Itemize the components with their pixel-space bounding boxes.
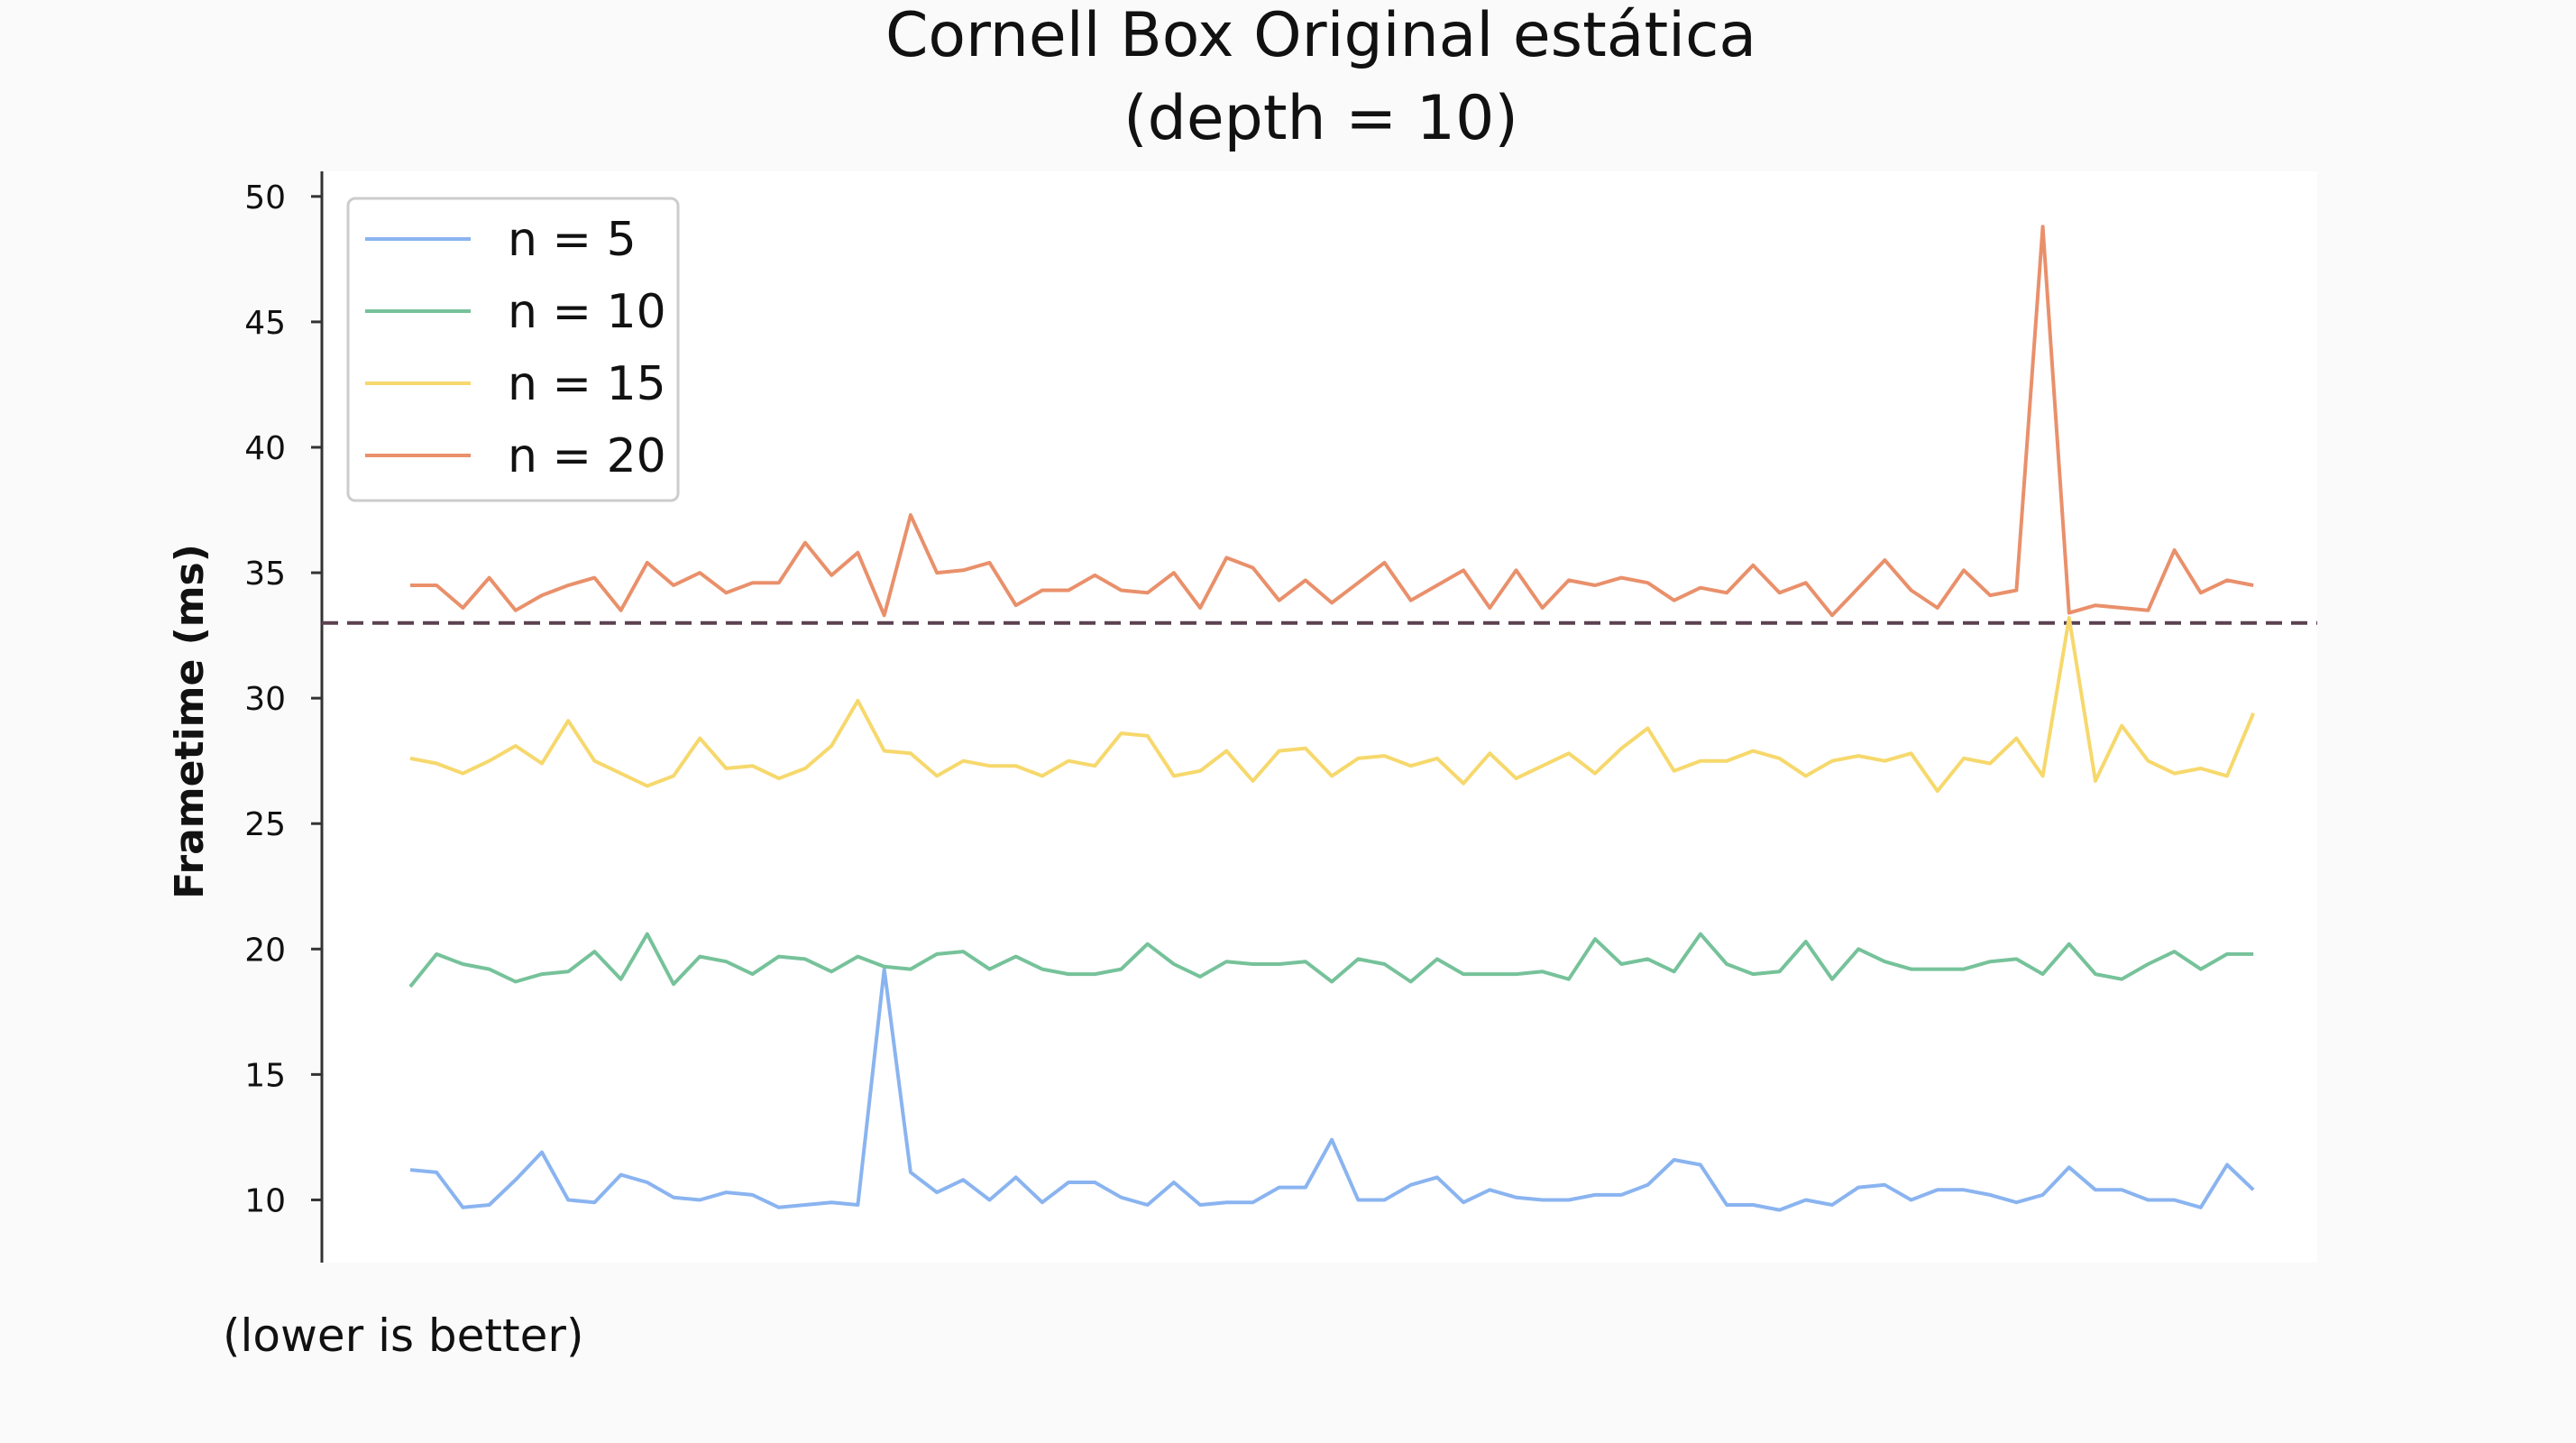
y-tick-label: 30 bbox=[244, 681, 286, 718]
legend-item-label: n = 15 bbox=[508, 357, 666, 411]
y-axis: 10 15 20 25 30 35 40 45 50 bbox=[244, 171, 324, 1263]
y-tick-label: 50 bbox=[244, 179, 286, 216]
y-tick-label: 20 bbox=[244, 932, 286, 969]
series-line bbox=[410, 225, 2254, 618]
legend-box bbox=[346, 197, 680, 502]
series-line bbox=[409, 616, 2256, 794]
y-tick-label: 15 bbox=[244, 1057, 286, 1094]
series-line bbox=[408, 932, 2254, 988]
y-tick-label: 25 bbox=[244, 806, 286, 843]
chart-title: Cornell Box Original estática bbox=[885, 0, 1756, 71]
legend: n = 5 n = 10 n = 15 n = 20 bbox=[346, 197, 680, 502]
chart-subtitle: (depth = 10) bbox=[1123, 83, 1518, 154]
y-tick-label: 45 bbox=[244, 305, 286, 342]
note-text: (lower is better) bbox=[223, 1310, 583, 1362]
legend-item-label: n = 20 bbox=[508, 429, 666, 483]
legend-item-label: n = 5 bbox=[508, 213, 637, 267]
series-line bbox=[409, 967, 2255, 1212]
y-tick-label: 35 bbox=[244, 556, 286, 593]
y-axis-label: Frametime (ms) bbox=[167, 544, 213, 899]
legend-item-label: n = 10 bbox=[508, 285, 666, 339]
series-lines bbox=[408, 225, 2256, 1212]
y-tick-label: 40 bbox=[244, 430, 286, 467]
y-tick-label: 10 bbox=[244, 1182, 286, 1219]
